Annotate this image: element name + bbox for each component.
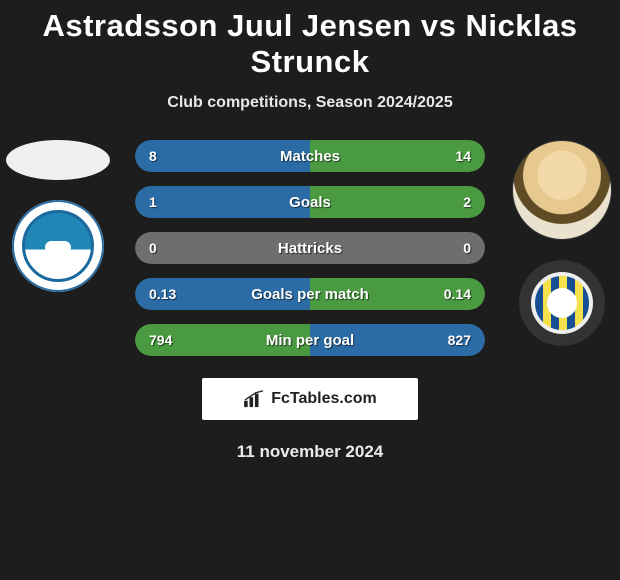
comparison-body: 8Matches14 1Goals2 0Hattricks0 0.13Goals pe… — [0, 140, 620, 356]
esbjerg-badge-icon — [531, 272, 593, 334]
branding-box[interactable]: FcTables.com — [202, 378, 418, 420]
stat-right-value: 0.14 — [444, 286, 471, 302]
player-left-avatar — [6, 140, 110, 180]
stats-panel: 8Matches14 1Goals2 0Hattricks0 0.13Goals pe… — [135, 140, 485, 356]
stat-right-value: 827 — [448, 332, 471, 348]
stat-label: Goals — [135, 194, 485, 211]
stat-right-value: 14 — [455, 148, 471, 164]
stat-label: Min per goal — [135, 332, 485, 349]
player-left-club-badge — [12, 200, 104, 292]
branding-text: FcTables.com — [271, 390, 377, 408]
stat-row: 8Matches14 — [135, 140, 485, 172]
stat-row: 1Goals2 — [135, 186, 485, 218]
roskilde-badge-icon — [22, 210, 94, 282]
stat-row: 794Min per goal827 — [135, 324, 485, 356]
stat-row: 0.13Goals per match0.14 — [135, 278, 485, 310]
stat-label: Goals per match — [135, 286, 485, 303]
player-right-club-badge — [519, 260, 605, 346]
date-text: 11 november 2024 — [0, 442, 620, 462]
stat-label: Hattricks — [135, 240, 485, 257]
comparison-card: Astradsson Juul Jensen vs Nicklas Strunc… — [0, 0, 620, 462]
stat-row: 0Hattricks0 — [135, 232, 485, 264]
page-title: Astradsson Juul Jensen vs Nicklas Strunc… — [0, 8, 620, 80]
bars-icon — [243, 390, 265, 408]
stat-right-value: 0 — [463, 240, 471, 256]
stat-label: Matches — [135, 148, 485, 165]
player-right-avatar — [512, 140, 612, 240]
right-player-column — [507, 140, 617, 346]
stat-right-value: 2 — [463, 194, 471, 210]
left-player-column — [3, 140, 113, 292]
subtitle: Club competitions, Season 2024/2025 — [0, 94, 620, 112]
